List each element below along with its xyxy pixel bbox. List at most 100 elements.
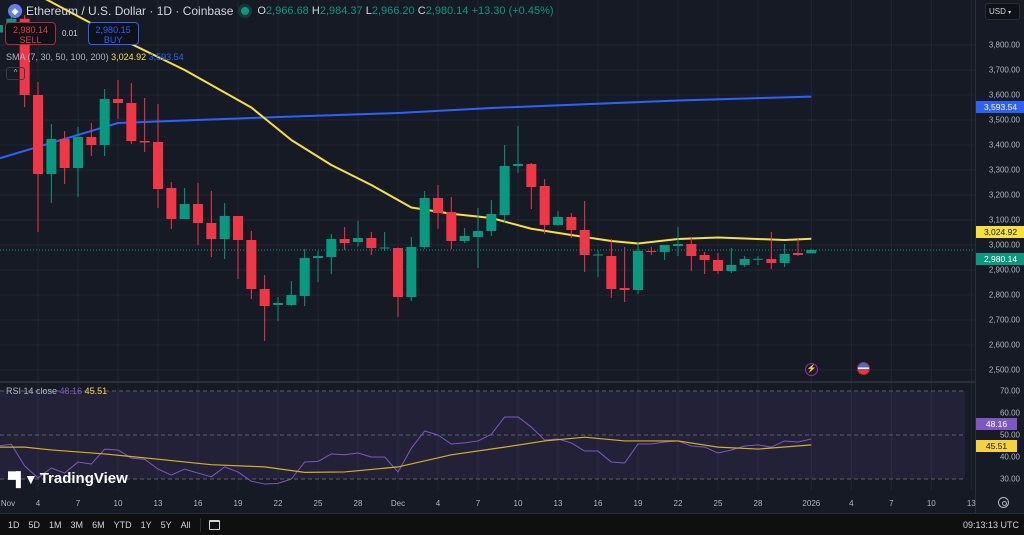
candle (566, 213, 577, 238)
candle-body (72, 137, 83, 168)
candle (659, 245, 670, 260)
candle (219, 203, 230, 259)
candle (379, 232, 390, 251)
rsi-tag: 45.51 (976, 440, 1017, 452)
chevron-up-icon[interactable]: ^ (6, 67, 25, 80)
rsi-legend[interactable]: RSI 14 close 48.16 45.51 (6, 386, 108, 396)
range-button-3m[interactable]: 3M (70, 519, 84, 530)
candle (366, 232, 377, 255)
candle (552, 211, 563, 226)
candle (86, 123, 97, 156)
date-tick-label: Nov (0, 499, 16, 508)
sma-legend[interactable]: SMA (7, 30, 50, 100, 200) 3,024.92 3,593… (6, 52, 184, 62)
candle-body (192, 204, 203, 223)
candle-body (432, 198, 443, 213)
date-tick-label: 2026 (802, 499, 821, 508)
candle-body (472, 231, 483, 237)
candle (499, 145, 510, 223)
range-button-all[interactable]: All (180, 519, 191, 530)
date-tick-label: 25 (313, 499, 323, 508)
rsi-tick-label: 40.00 (999, 452, 1020, 462)
candle-body (446, 212, 457, 241)
date-tick-label: 7 (75, 499, 81, 508)
candle (632, 242, 643, 294)
date-tick-label: 4 (35, 499, 41, 508)
candle (406, 237, 417, 301)
candle (726, 248, 737, 273)
candle-body (486, 214, 497, 231)
price-tick-label: 2,700.00 (988, 315, 1020, 325)
buy-button[interactable]: 2,980.15 BUY (87, 22, 139, 45)
candle (179, 188, 190, 219)
candle (352, 221, 363, 247)
ethereum-icon: ◆ (8, 4, 22, 18)
sma-long-line (0, 95, 812, 160)
tradingview-logo: ▀▌▼ TradingView (8, 470, 128, 487)
chart-canvas[interactable] (0, 0, 975, 513)
candle-body (206, 223, 217, 239)
candle-body (259, 289, 270, 306)
candle (539, 179, 550, 234)
lightning-event-icon[interactable]: ⚡ (805, 363, 818, 376)
candle (0, 25, 3, 33)
ohlc-values: O2,966.68 H2,984.37 L2,966.20 C2,980.14 … (257, 5, 554, 17)
candle-body (312, 256, 323, 258)
range-button-1d[interactable]: 1D (8, 519, 20, 530)
candle (112, 80, 123, 119)
candle (152, 104, 163, 208)
candle (792, 239, 803, 256)
currency-dropdown[interactable]: USD ▾ (985, 3, 1020, 20)
candle (139, 98, 150, 152)
candle (619, 247, 630, 302)
symbol-header: ◆ Ethereum / U.S. Dollar · 1D · Coinbase… (8, 4, 554, 18)
candle-body (552, 217, 563, 225)
rsi-ma-line (0, 436, 812, 473)
candle-body (739, 259, 750, 265)
candle (432, 185, 443, 229)
candle (646, 247, 657, 255)
range-button-5y[interactable]: 5Y (160, 519, 172, 530)
candle (526, 163, 537, 209)
sell-button[interactable]: 2,980.14 SELL (5, 22, 56, 45)
range-button-1m[interactable]: 1M (49, 519, 62, 530)
range-button-1y[interactable]: 1Y (140, 519, 152, 530)
candle-body (779, 254, 790, 263)
date-tick-label: Dec (390, 499, 406, 508)
candle (259, 275, 270, 341)
range-button-5d[interactable]: 5D (28, 519, 41, 530)
price-tick-label: 2,800.00 (988, 290, 1020, 300)
candle-body (406, 247, 417, 297)
us-flag-event-icon[interactable] (857, 362, 870, 375)
price-scale[interactable]: 3,800.00 3,700.00 3,600.00 3,500.00 3,400.00… (975, 0, 1024, 513)
chart-background (0, 0, 975, 513)
candle-body (32, 95, 43, 174)
candle-body (179, 204, 190, 219)
price-tick-label: 3,200.00 (988, 190, 1020, 200)
candle-body (792, 253, 803, 255)
candle (766, 232, 777, 269)
range-button-6m[interactable]: 6M (92, 519, 105, 530)
candle (672, 227, 683, 256)
symbol-title[interactable]: Ethereum / U.S. Dollar · 1D · Coinbase (26, 4, 234, 18)
spread-value: 0.01 (62, 29, 78, 38)
candle-body (606, 256, 617, 289)
candle (579, 201, 590, 272)
candle (699, 252, 710, 274)
candle (59, 131, 70, 184)
candle-body (499, 166, 510, 215)
candle-body (112, 99, 123, 103)
date-tick-label: 22 (673, 499, 683, 508)
date-tick-label: 13 (153, 499, 163, 508)
candle-body (712, 260, 723, 271)
candle-body (619, 288, 630, 290)
candle-body (726, 265, 737, 271)
date-tick-label: 25 (713, 499, 723, 508)
candle (206, 191, 217, 257)
candle (99, 89, 110, 156)
candle (312, 251, 323, 282)
range-button-ytd[interactable]: YTD (113, 519, 132, 530)
clock[interactable]: 09:13:13 UTC (962, 520, 1019, 530)
candle (486, 200, 497, 236)
calendar-icon[interactable] (208, 519, 220, 530)
gear-icon[interactable] (998, 497, 1009, 508)
